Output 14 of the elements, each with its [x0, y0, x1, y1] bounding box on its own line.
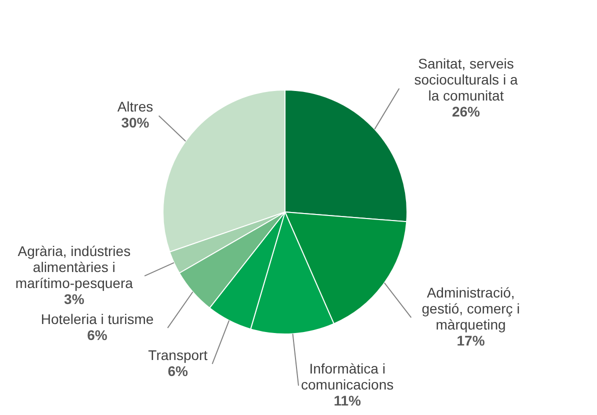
data-label: 6%	[87, 326, 108, 343]
slice-label: Transport	[148, 346, 208, 363]
data-label: 17%	[456, 332, 486, 349]
data-label: 6%	[168, 362, 189, 379]
slice-label: Agrària, indústries alimentàries i marítimo-pesquera	[15, 242, 134, 291]
slice-label: Informàtica i comunicacions	[301, 360, 394, 393]
slice-label: Sanitat, serveis socioculturals i a la comunitat	[414, 56, 518, 104]
slice-label: Altres	[117, 98, 154, 115]
data-label: 3%	[64, 290, 85, 307]
slice-label: Administració, gestió, comerç i màrqueting	[422, 284, 520, 333]
slice-label: Hoteleria i turisme	[40, 310, 154, 327]
data-label: 11%	[334, 392, 362, 409]
data-label: 30%	[121, 114, 150, 131]
data-label: 26%	[452, 104, 481, 120]
